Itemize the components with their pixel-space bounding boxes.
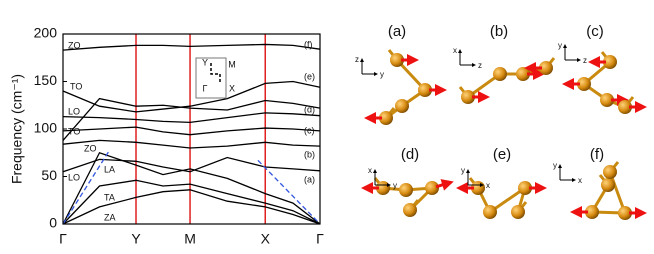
y-tick-label: 150 [34, 72, 58, 88]
inset-label: Y [202, 57, 208, 67]
inset-box [195, 57, 227, 99]
branch-label: TA [104, 192, 115, 202]
atom [483, 205, 497, 219]
branch-label: (b) [304, 149, 315, 159]
panel-label: (c) [586, 23, 604, 40]
atom [379, 111, 393, 125]
x-tick-label: Y [131, 231, 141, 247]
panel-label: (f) [590, 146, 604, 163]
branch [62, 179, 321, 225]
branch-label: (a) [304, 174, 315, 184]
atom [395, 99, 409, 113]
y-axis-label: Frequency (cm⁻¹) [9, 74, 25, 184]
atom [577, 77, 591, 91]
atom [618, 206, 632, 220]
branch-label: LA [104, 164, 115, 174]
atom [601, 178, 615, 192]
axis-letter: y [553, 161, 557, 170]
x-tick-label: M [184, 231, 196, 247]
branch [62, 43, 321, 51]
y-tick-label: 100 [34, 120, 58, 136]
branch [62, 156, 321, 173]
panel-label: (d) [401, 146, 419, 163]
axis-letter: z [583, 56, 587, 65]
panel-label: (b) [490, 23, 508, 40]
atom [539, 61, 553, 75]
branch [62, 126, 321, 136]
inset-label: Γ [203, 83, 208, 93]
branch-label: LO [68, 106, 80, 116]
atom [425, 181, 439, 195]
plot-frame [62, 33, 321, 225]
axis-letter: y [461, 166, 465, 175]
branch [62, 112, 321, 124]
y-tick-label: 0 [49, 215, 57, 231]
y-tick-label: 50 [41, 167, 57, 183]
branch [62, 151, 321, 225]
inset-label: M [228, 59, 236, 69]
axis-letter: z [478, 61, 482, 70]
branch [62, 97, 321, 141]
x-tick-label: Γ [59, 231, 67, 247]
branch-label: TO [68, 126, 80, 136]
inset-path [210, 63, 221, 84]
bond [458, 57, 556, 100]
axis-letter: y [380, 70, 384, 79]
atom [390, 53, 404, 67]
atom [603, 165, 617, 179]
branch-label: ZA [104, 212, 116, 222]
branch-label: (c) [304, 125, 315, 135]
branch-label: LO [68, 172, 80, 182]
branch-label: (f) [304, 39, 313, 49]
atom [600, 93, 614, 107]
axis-letter: x [578, 176, 582, 185]
inset-label: X [229, 83, 235, 93]
atom [418, 83, 432, 97]
axis-letter: y [558, 41, 562, 50]
branch [62, 139, 321, 149]
atom [518, 181, 532, 195]
branch-label: ZO [68, 40, 81, 50]
branch [62, 80, 321, 113]
atom [618, 100, 632, 114]
x-tick-label: Γ [316, 231, 324, 247]
atom [399, 183, 413, 197]
axis-letter: x [453, 46, 457, 55]
atom [603, 55, 617, 69]
x-tick-label: X [261, 231, 271, 247]
panel-label: (e) [493, 146, 511, 163]
atom [511, 205, 525, 219]
y-tick-label: 200 [34, 25, 58, 41]
branch-label: ZO [84, 143, 97, 153]
branch-label: (e) [304, 71, 315, 81]
branch [62, 189, 321, 225]
branch-label: TO [70, 81, 82, 91]
axis-letter: x [486, 181, 490, 190]
panel-label: (a) [388, 23, 406, 40]
branch-label: (d) [304, 104, 315, 114]
axis-letter: z [355, 55, 359, 64]
atom [461, 90, 475, 104]
atom [493, 67, 507, 81]
axis-letter: x [368, 166, 372, 175]
sound-line [257, 159, 321, 225]
atom [585, 205, 599, 219]
displacement-arrow [435, 179, 454, 191]
atom [403, 203, 417, 217]
axis-letter: y [393, 181, 397, 190]
sound-line [62, 149, 111, 225]
